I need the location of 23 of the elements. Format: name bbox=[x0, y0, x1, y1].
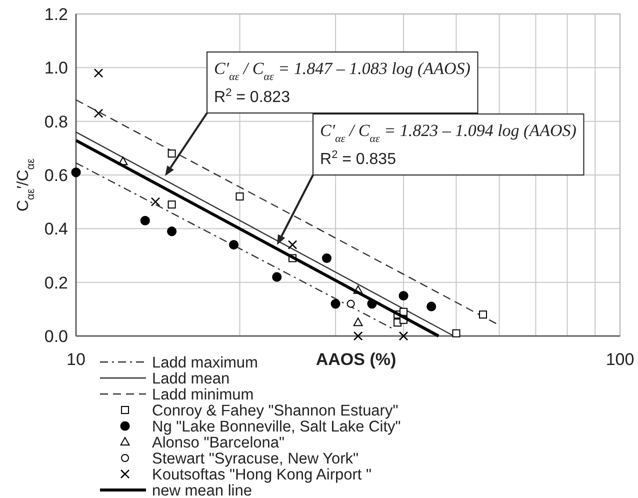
legend-label: Ladd minimum bbox=[152, 386, 254, 404]
y-tick-label: 0.6 bbox=[44, 166, 68, 185]
y-tick-label: 0.0 bbox=[44, 326, 68, 346]
annotation: R$^{2}$ = 0.823 bbox=[214, 87, 290, 106]
y-tick-label: 0.2 bbox=[44, 273, 68, 292]
legend-label: Koutsoftas "Hong Kong Airport " bbox=[152, 466, 372, 484]
y-tick-label: 1.2 bbox=[44, 4, 68, 24]
annotation: C′$_{αε}$ / C$_{αε}$ = 1.847 – 1.083 log (AAOS) bbox=[214, 59, 471, 83]
x-axis-title: AAOS (%) bbox=[316, 350, 396, 369]
legend-label: Ladd maximum bbox=[152, 354, 258, 372]
legend-label: Stewart "Syracuse, New York" bbox=[152, 450, 359, 468]
annotation: C′$_{αε}$ / C$_{αε}$ = 1.823 – 1.094 log (AAOS) bbox=[320, 121, 577, 145]
y-tick-label: 0.8 bbox=[44, 112, 68, 132]
y-tick-label: 0.4 bbox=[44, 220, 68, 239]
legend-label: Alonso "Barcelona" bbox=[152, 434, 284, 452]
legend-label: Ng "Lake Bonneville, Salt Lake City" bbox=[152, 418, 401, 436]
annotation: R$^{2}$ = 0.835 bbox=[320, 149, 396, 168]
x-tick-label: 10 bbox=[66, 350, 86, 369]
y-tick-label: 1.0 bbox=[44, 58, 68, 78]
legend-label: Conroy & Fahey "Shannon Estuary" bbox=[152, 402, 398, 420]
legend-label: Ladd mean bbox=[152, 370, 230, 388]
x-tick-label: 100 bbox=[606, 350, 634, 369]
legend-label: new mean line bbox=[152, 482, 252, 498]
